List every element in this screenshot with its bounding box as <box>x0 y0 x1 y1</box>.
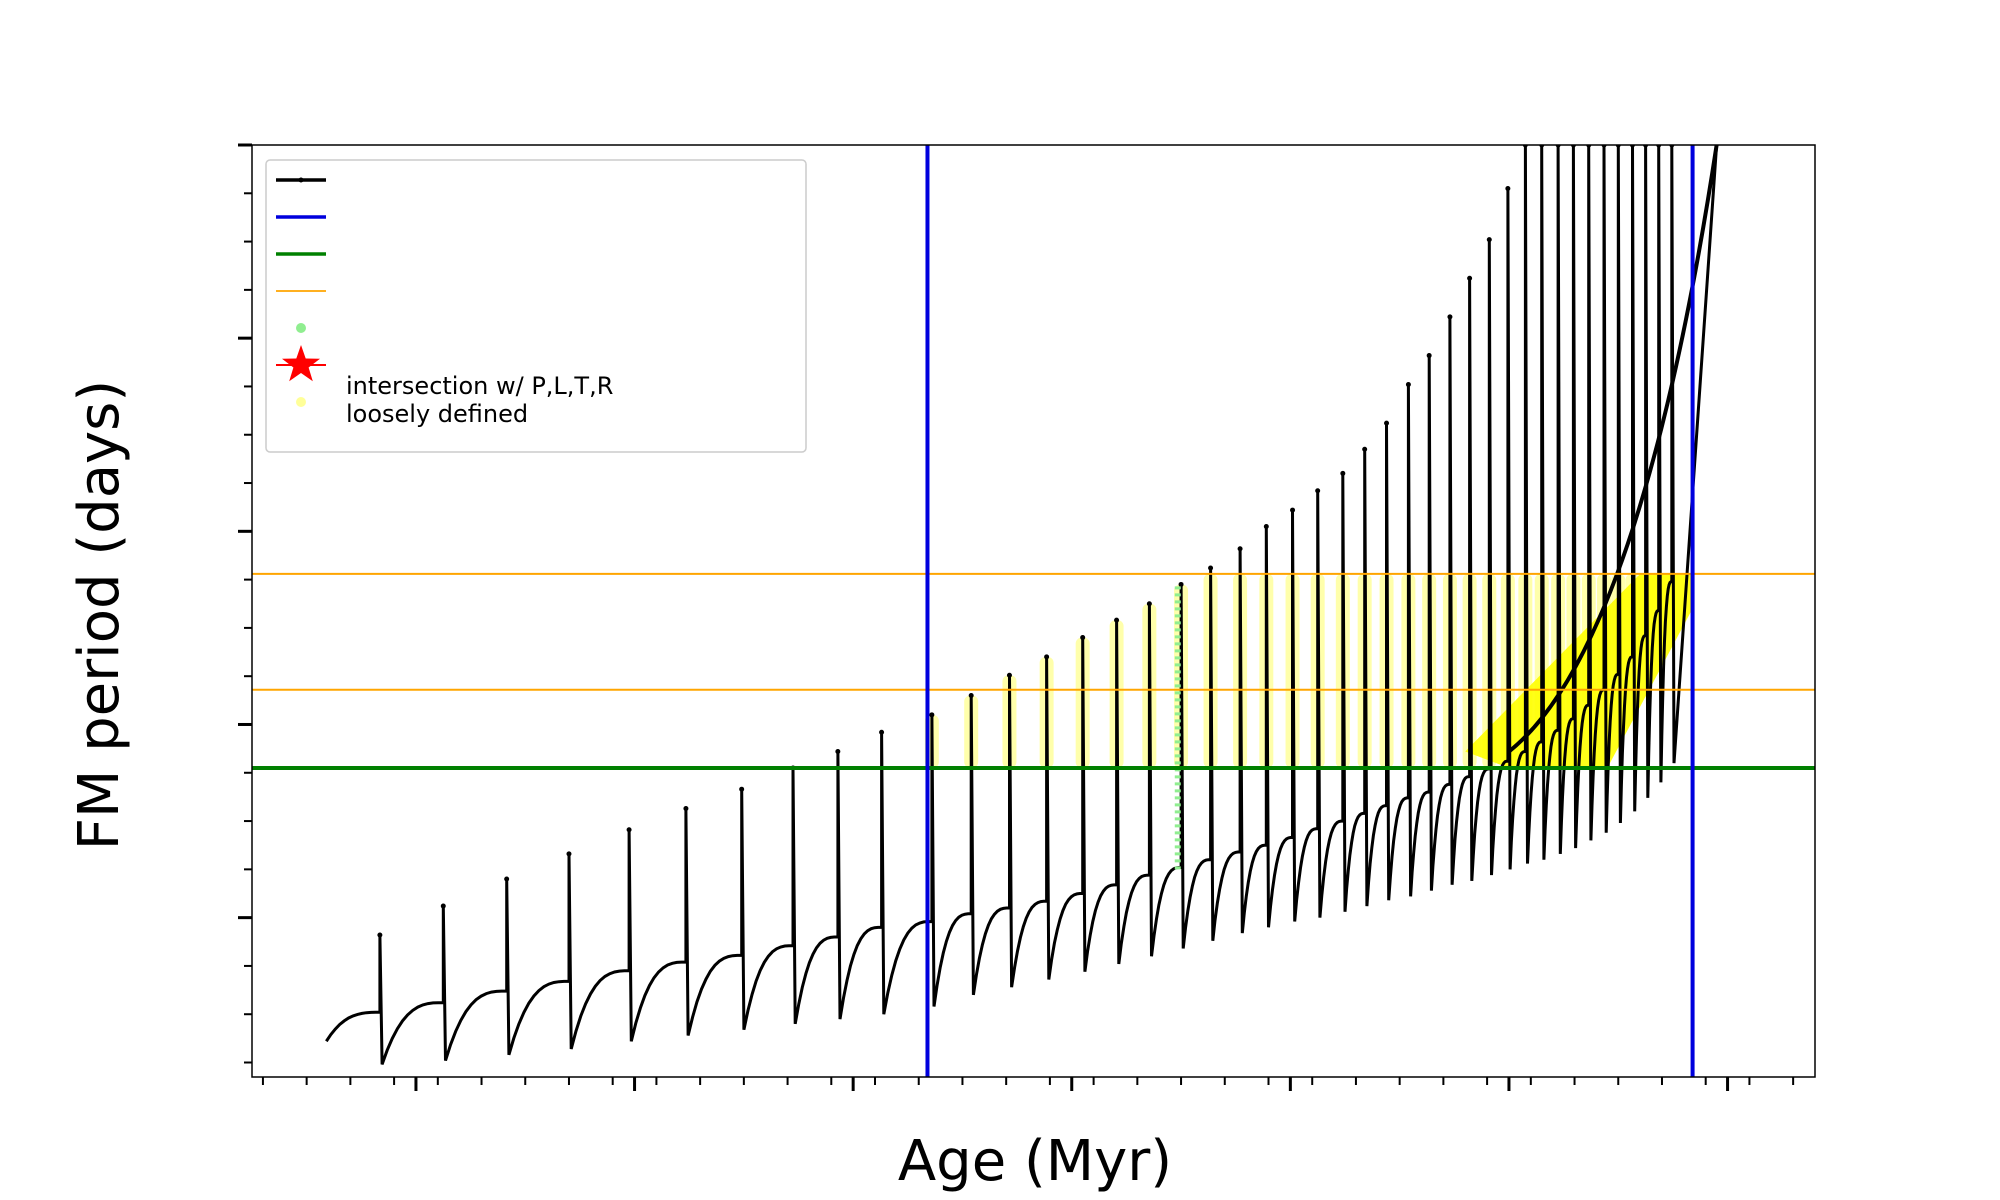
pulse-peak-point <box>1080 635 1086 641</box>
pulse-peak-point <box>683 806 689 812</box>
legend-swatch-marker <box>298 177 304 183</box>
legend-label-line: loosely defined <box>346 400 528 428</box>
pulse-peak-point <box>1426 353 1432 359</box>
legend: intersection w/ P,L,T,R loosely defined <box>265 159 807 453</box>
pulse-peak-point <box>1505 185 1511 191</box>
pulse-peak-point <box>1237 546 1243 552</box>
pulse-peak-point <box>1208 565 1214 571</box>
pulse-peak-point <box>1340 470 1346 476</box>
legend-swatch <box>282 345 320 382</box>
y-axis-title: FM period (days) <box>67 380 132 850</box>
pulse-peak-point <box>626 827 632 833</box>
intersection-point <box>1465 573 1693 768</box>
pulse-peak-point <box>1114 617 1120 623</box>
pulse-peak-point <box>566 851 572 857</box>
pulse-peak-point <box>1405 382 1411 388</box>
pulse-peak-point <box>1146 601 1152 607</box>
pulse-peak-point <box>377 932 383 938</box>
series-line-main <box>325 145 1719 1065</box>
pulse-peak-point <box>440 903 446 909</box>
legend-swatch <box>296 323 306 333</box>
pulse-peak-point <box>1384 420 1390 426</box>
plot-frame <box>251 144 1816 1078</box>
pulse-peak-point <box>1290 507 1296 513</box>
pulse-peak-point <box>1486 237 1492 243</box>
pulse-peak-point <box>968 693 974 699</box>
pulse-peak-point <box>1447 314 1453 320</box>
plot-area <box>252 145 1815 1077</box>
pulse-peak-point <box>1467 275 1473 281</box>
pulse-peak-point <box>1044 654 1050 660</box>
pulse-peak-point <box>1315 488 1321 494</box>
plot-content <box>252 145 1815 1077</box>
legend-swatch <box>296 397 306 407</box>
pulse-peak-point <box>835 749 841 755</box>
legend-label: intersection w/ P,L,T,R loosely defined <box>346 372 613 428</box>
pulse-peak-point <box>879 729 885 735</box>
pulse-peak-point <box>739 786 745 792</box>
axes <box>238 143 1816 1091</box>
pulse-peak-point <box>504 876 510 882</box>
x-axis-title: Age (Myr) <box>898 1129 1172 1194</box>
pulse-peak-point <box>1178 581 1184 587</box>
pulse-peak-point <box>1006 672 1012 678</box>
pulse-peak-point <box>1362 446 1368 452</box>
intersection-points <box>924 573 1693 768</box>
legend-box <box>265 159 807 453</box>
legend-label-line: intersection w/ P,L,T,R <box>346 372 613 400</box>
pulse-peak-point <box>929 712 935 718</box>
pulse-peak-point <box>1263 523 1269 529</box>
